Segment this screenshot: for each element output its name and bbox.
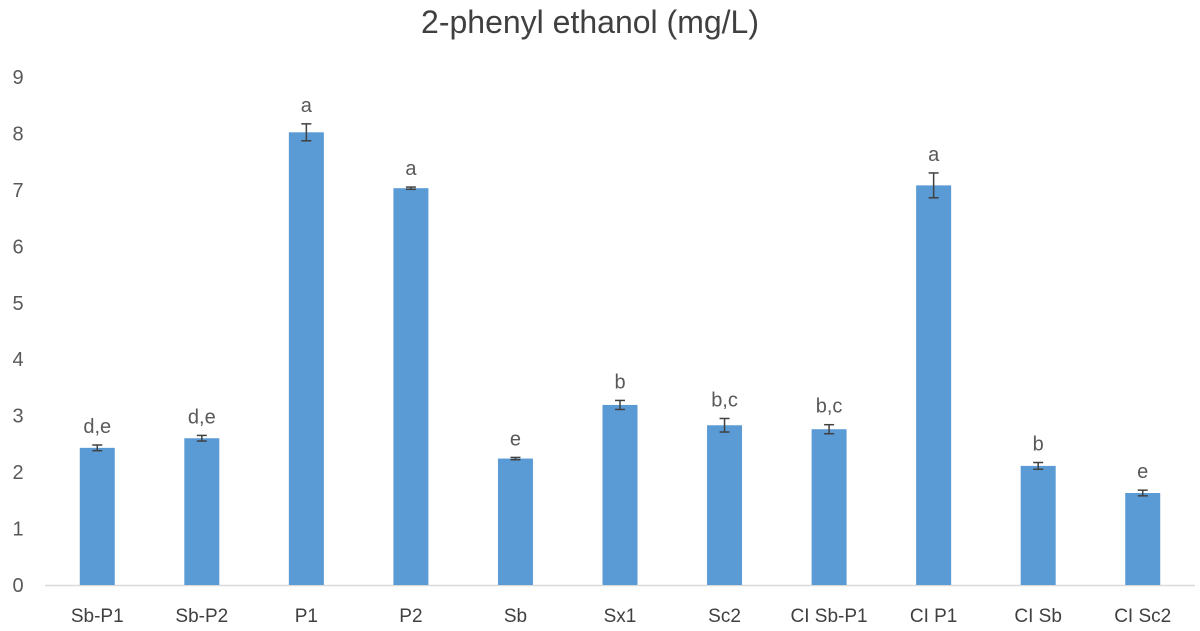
x-tick-label: CI Sc2 xyxy=(1114,606,1171,627)
error-bar xyxy=(824,423,835,435)
data-label: b,c xyxy=(711,389,738,411)
bar xyxy=(916,185,952,585)
x-tick-label: Sb xyxy=(504,606,527,627)
bar xyxy=(1020,465,1056,585)
error-bar xyxy=(510,456,521,461)
y-tick-label: 8 xyxy=(12,123,23,145)
data-label: b,c xyxy=(816,396,843,418)
error-bar xyxy=(1137,489,1148,497)
x-tick-label: Sb-P2 xyxy=(175,606,228,627)
x-tick-label: Sc2 xyxy=(708,606,741,627)
data-label: e xyxy=(510,428,521,450)
bar xyxy=(1125,492,1161,585)
y-tick-label: 5 xyxy=(12,293,23,315)
error-bar xyxy=(1033,461,1044,471)
bar xyxy=(393,188,429,585)
x-tick-label: Sb-P1 xyxy=(71,606,124,627)
data-label: a xyxy=(928,144,940,166)
bar xyxy=(288,132,324,585)
chart-title: 2-phenyl ethanol (mg/L) xyxy=(421,4,759,40)
y-tick-label: 1 xyxy=(12,519,23,541)
error-bar xyxy=(301,123,312,142)
data-label: d,e xyxy=(188,406,216,428)
y-tick-label: 3 xyxy=(12,406,23,428)
x-tick-label: CI Sb-P1 xyxy=(791,606,868,627)
bar xyxy=(811,429,847,585)
y-tick-label: 6 xyxy=(12,236,23,258)
data-label: b xyxy=(1033,434,1044,456)
bar xyxy=(497,458,533,585)
error-bar xyxy=(719,417,730,433)
data-label: b xyxy=(614,371,625,393)
bar xyxy=(184,438,220,585)
error-bar xyxy=(196,434,207,442)
y-tick-label: 0 xyxy=(12,575,23,597)
y-tick-label: 4 xyxy=(12,349,23,371)
y-tick-label: 7 xyxy=(12,180,23,202)
data-label: e xyxy=(1137,461,1148,483)
x-tick-label: P1 xyxy=(295,606,318,627)
bar xyxy=(707,425,743,585)
y-tick-label: 9 xyxy=(12,67,23,89)
data-label: d,e xyxy=(83,416,111,438)
bar xyxy=(602,404,638,585)
bar xyxy=(79,447,115,585)
error-bar xyxy=(928,172,939,199)
error-bar xyxy=(405,186,416,191)
x-tick-label: CI Sb xyxy=(1014,606,1062,627)
data-label: a xyxy=(405,158,417,180)
data-label: a xyxy=(301,95,313,117)
error-bar xyxy=(615,399,625,411)
error-bar xyxy=(92,444,103,452)
x-tick-label: CI P1 xyxy=(910,606,958,627)
x-tick-label: P2 xyxy=(399,606,422,627)
x-tick-label: Sx1 xyxy=(604,606,637,627)
y-tick-label: 2 xyxy=(12,462,23,484)
